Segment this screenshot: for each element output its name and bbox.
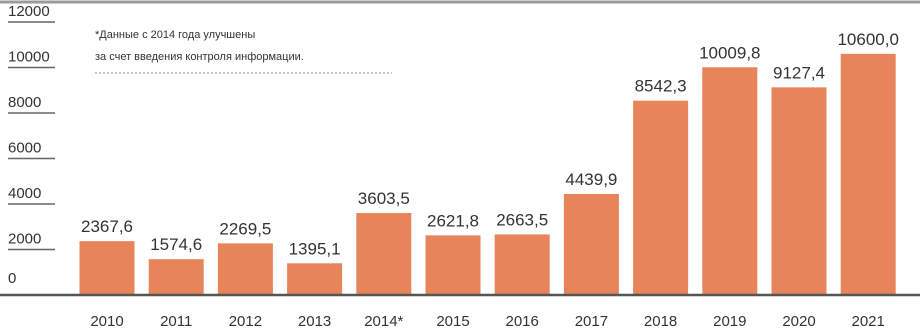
bar-2017 [563,193,619,295]
x-tick-label: 2013 [298,313,331,330]
x-tick-label: 2014* [364,313,403,330]
bar-2020 [771,87,827,295]
x-tick-label: 2021 [852,313,885,330]
x-tick-label: 2017 [575,313,608,330]
bar-2013 [287,263,343,295]
y-axis-ticks: 0 2000 4000 6000 8000 10000 12000 [8,3,55,287]
bar-value-label: 1574,6 [150,235,202,254]
bar-2011 [148,259,204,295]
bar-2012 [217,243,273,295]
bar-value-label: 3603,5 [358,189,410,208]
bar-2015 [425,235,481,295]
bar-2018 [633,100,689,295]
bar-value-label: 2663,5 [496,210,548,229]
x-tick-label: 2015 [436,313,469,330]
bar-value-label: 9127,4 [773,63,825,82]
y-tick-label: 12000 [8,3,50,20]
x-axis-ticks: 2010 2011 2012 2013 2014* 2015 2016 2017 2018 201… [90,313,885,330]
bar-2010 [79,241,135,295]
bar-value-label: 4439,9 [565,170,617,189]
footnote-line-2: за счет введения контроля информации. [95,51,304,63]
bar-value-label: 10009,8 [699,43,760,62]
x-tick-label: 2016 [506,313,539,330]
bar-value-label: 2621,8 [427,211,479,230]
x-tick-label: 2011 [160,313,192,330]
bar-2014* [356,213,412,295]
y-tick-label: 4000 [8,185,41,202]
y-tick-label: 10000 [8,49,50,66]
bar-value-label: 2269,5 [219,219,271,238]
y-tick-label: 6000 [8,140,41,157]
x-tick-label: 2010 [90,313,123,330]
bar-labels-group: 2367,6 1574,6 2269,5 1395,1 3603,5 2621,8 2663… [81,30,899,258]
bar-2016 [494,234,550,295]
y-tick-label: 0 [8,270,16,287]
x-tick-label: 2020 [782,313,815,330]
footnote-line-1: *Данные с 2014 года улучшены [95,29,255,41]
x-tick-label: 2019 [713,313,746,330]
bar-value-label: 2367,6 [81,217,133,236]
y-tick-label: 8000 [8,94,41,111]
x-tick-label: 2018 [644,313,677,330]
y-tick-label: 2000 [8,231,41,248]
bar-value-label: 1395,1 [289,239,341,258]
bars-group [79,53,896,296]
bar-value-label: 10600,0 [837,30,898,49]
bar-value-label: 8542,3 [635,77,687,96]
bar-2019 [702,67,758,296]
bar-2021 [840,53,896,295]
footnote: *Данные с 2014 года улучшены за счет вве… [95,29,392,74]
x-tick-label: 2012 [229,313,262,330]
